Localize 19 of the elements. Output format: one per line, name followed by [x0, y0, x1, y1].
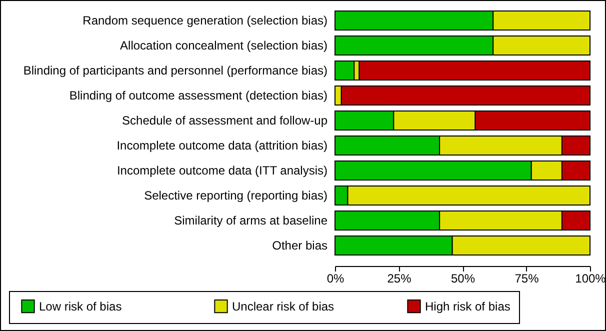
- x-tick-label: 25%: [387, 272, 412, 286]
- y-tick-label: Similarity of arms at baseline: [174, 214, 328, 228]
- y-tick-label: Blinding of outcome assessment (detection bias): [69, 88, 328, 102]
- x-tick-label: 100%: [575, 272, 606, 286]
- y-tick-label: Schedule of assessment and follow-up: [122, 114, 328, 128]
- x-tick-label: 75%: [514, 272, 540, 286]
- x-tick-label: 0%: [326, 272, 344, 286]
- bar: [334, 60, 355, 80]
- y-tick-label: Incomplete outcome data (ITT analysis): [116, 164, 328, 178]
- legend-label: High risk of bias: [425, 299, 510, 314]
- legend-label: Low risk of bias: [39, 299, 122, 314]
- y-tick-label: Selective reporting (reporting bias): [144, 188, 328, 202]
- x-tick-label: 50%: [450, 272, 476, 286]
- y-tick-label: Random sequence generation (selection bias): [82, 14, 328, 28]
- y-tick-label: Incomplete outcome data (attrition bias): [116, 138, 328, 152]
- y-tick-label: Other bias: [272, 238, 328, 252]
- y-tick-label: Blinding of participants and personnel (performance bias): [23, 64, 328, 78]
- y-tick-label: Allocation concealment (selection bias): [120, 38, 328, 52]
- legend-label: Unclear risk of bias: [232, 299, 334, 314]
